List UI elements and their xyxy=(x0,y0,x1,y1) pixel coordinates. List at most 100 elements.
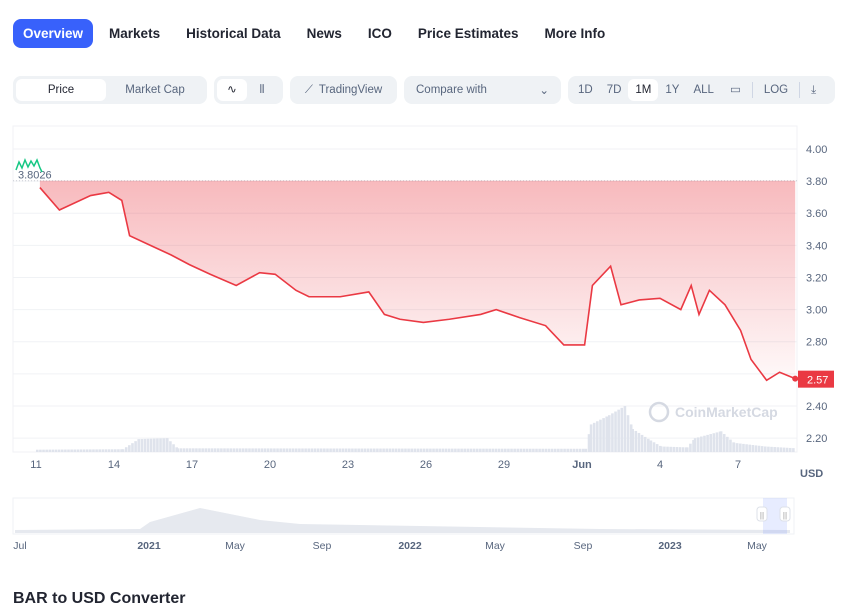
volume-bar xyxy=(229,448,233,452)
volume-bar xyxy=(85,449,89,452)
volume-bar xyxy=(413,448,417,452)
volume-bar xyxy=(732,442,736,452)
volume-bar xyxy=(369,448,373,452)
volume-bar xyxy=(388,448,392,452)
range-1m[interactable]: 1M xyxy=(628,79,659,101)
calendar-icon[interactable]: ▭ xyxy=(729,84,741,96)
volume-bar xyxy=(742,443,745,452)
candlestick-icon[interactable]: ⫴ xyxy=(259,84,265,96)
volume-bar xyxy=(341,448,345,452)
range-7d[interactable]: 7D xyxy=(606,84,622,96)
volume-bar xyxy=(276,448,279,452)
volume-bar xyxy=(332,448,335,452)
volume-bar xyxy=(134,441,137,452)
volume-bar xyxy=(767,446,770,452)
volume-bar xyxy=(450,448,454,452)
volume-bar xyxy=(401,448,404,452)
navigator-area xyxy=(15,508,790,533)
volume-bar xyxy=(584,448,588,452)
navigator-handle[interactable]: || xyxy=(779,506,791,522)
volume-bar xyxy=(329,448,332,452)
range-all[interactable]: ALL xyxy=(693,84,714,96)
volume-bar xyxy=(101,449,105,452)
range-1y[interactable]: 1Y xyxy=(665,84,680,96)
volume-bar xyxy=(712,433,716,452)
converter-title: BAR to USD Converter xyxy=(13,590,186,607)
volume-bar xyxy=(360,448,364,452)
volume-bar xyxy=(354,448,357,452)
volume-bar xyxy=(472,448,476,452)
volume-bar xyxy=(686,447,689,452)
volume-bar xyxy=(629,424,633,452)
download-icon[interactable]: ⤓ xyxy=(811,84,817,96)
volume-bar xyxy=(313,448,317,452)
volume-bar xyxy=(385,448,389,452)
line-chart-icon[interactable]: ∿ xyxy=(217,79,247,101)
range-1d[interactable]: 1D xyxy=(578,84,593,96)
tradingview-label: TradingView xyxy=(318,84,383,96)
x-tick-label: 26 xyxy=(420,459,432,471)
x-tick-label: 23 xyxy=(342,459,354,471)
volume-bar xyxy=(647,438,650,452)
price-toggle[interactable]: Price xyxy=(16,79,106,101)
volume-bar xyxy=(479,448,482,452)
tab-ico[interactable]: ICO xyxy=(367,26,392,41)
volume-bar xyxy=(722,434,726,452)
price-line-up xyxy=(15,157,43,173)
tab-markets[interactable]: Markets xyxy=(109,26,161,41)
volume-bar xyxy=(179,448,183,452)
volume-bar xyxy=(611,413,614,452)
volume-bar xyxy=(376,448,379,452)
volume-bar xyxy=(592,422,596,452)
volume-bar xyxy=(238,448,242,452)
navigator-tick-label: 2022 xyxy=(398,540,422,552)
log-toggle[interactable]: LOG xyxy=(763,84,789,96)
tab-price-estimates[interactable]: Price Estimates xyxy=(417,26,519,41)
volume-bar xyxy=(149,438,153,452)
compare-dropdown[interactable]: Compare with ⌄ xyxy=(404,76,561,104)
volume-bar xyxy=(95,449,98,452)
volume-bar xyxy=(764,446,767,452)
price-chart[interactable]: 4.00 3.80 3.60 3.40 3.20 3.00 2.80 2.40 2.20 11 14… xyxy=(0,120,850,590)
volume-bar xyxy=(751,445,755,452)
navigator-handle[interactable]: || xyxy=(756,506,768,522)
tab-more-info[interactable]: More Info xyxy=(544,26,606,41)
volume-bar xyxy=(391,448,395,452)
volume-bar xyxy=(770,446,773,452)
volume-bar xyxy=(410,448,413,452)
volume-bar xyxy=(210,448,214,452)
volume-bar xyxy=(608,415,611,452)
volume-bar xyxy=(788,447,792,452)
volume-bar xyxy=(204,448,208,452)
volume-bar xyxy=(735,443,739,452)
x-tick-label: 29 xyxy=(498,459,510,471)
tradingview-button[interactable]: ⟋ TradingView xyxy=(290,76,397,104)
tab-news[interactable]: News xyxy=(306,26,342,41)
volume-bar xyxy=(248,448,251,452)
navigator-tick-label: May xyxy=(225,540,246,552)
volume-bar xyxy=(213,448,217,452)
volume-bar xyxy=(394,448,398,452)
navigator-tick-label: 2023 xyxy=(658,540,682,552)
tab-overview[interactable]: Overview xyxy=(13,19,94,48)
volume-bar xyxy=(143,438,147,452)
volume-bar xyxy=(666,446,669,452)
y-tick-label: 3.40 xyxy=(806,240,827,252)
volume-bar xyxy=(73,449,77,452)
svg-text:||: || xyxy=(783,511,787,520)
volume-bar xyxy=(223,448,226,452)
current-price-label: 2.57 xyxy=(807,375,828,387)
navigator-tick-label: Sep xyxy=(313,540,332,552)
volume-bar xyxy=(535,448,538,452)
navigator-tick-label: May xyxy=(747,540,768,552)
volume-bar xyxy=(582,448,585,452)
volume-bar xyxy=(335,448,339,452)
volume-bar xyxy=(137,439,140,452)
volume-bar xyxy=(640,434,644,452)
volume-bar xyxy=(117,449,120,452)
volume-bar xyxy=(620,407,624,452)
volume-bar xyxy=(107,449,111,452)
market-cap-toggle[interactable]: Market Cap xyxy=(125,84,185,96)
tab-historical-data[interactable]: Historical Data xyxy=(186,26,281,41)
volume-bar xyxy=(560,448,563,452)
